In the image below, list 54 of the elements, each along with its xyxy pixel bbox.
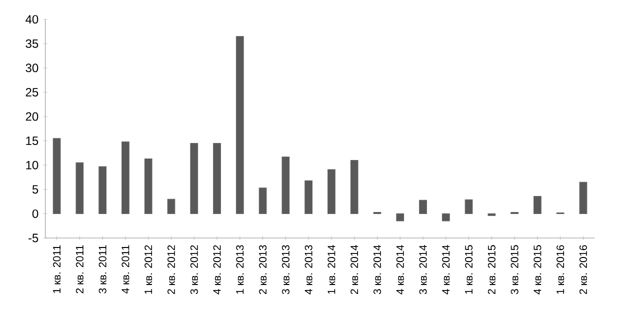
y-tick-label: 20: [26, 112, 38, 121]
bar: [76, 162, 84, 214]
x-tick-label: 3 кв. 2012: [190, 245, 198, 294]
x-tick-label: 1 кв. 2015: [465, 245, 473, 294]
bar: [144, 158, 152, 214]
y-tick-label: 40: [26, 15, 38, 24]
x-tick-label: 1 кв. 2012: [144, 245, 152, 294]
bar: [258, 188, 267, 214]
bar: [419, 200, 427, 214]
y-tick-label: 30: [26, 64, 38, 72]
x-tick-label: 2 кв. 2014: [350, 245, 358, 294]
x-tick-label: 3 кв. 2014: [373, 245, 382, 294]
x-tick-label: 3 кв. 2013: [282, 245, 290, 294]
y-tick-label: 5: [32, 185, 38, 194]
x-tick-label: 2 кв. 2011: [76, 245, 84, 294]
x-tick-label: 4 кв. 2015: [534, 245, 542, 294]
y-tick-label: 35: [26, 39, 38, 48]
x-tick-label: 4 кв. 2011: [122, 245, 130, 294]
x-tick-label: 1 кв. 2014: [328, 245, 336, 294]
bar: [122, 142, 130, 214]
y-tick-label: 25: [26, 88, 38, 96]
y-tick-label: -5: [28, 234, 38, 242]
x-tick-label: 1 кв. 2013: [236, 245, 244, 294]
x-tick-label: 2 кв. 2016: [579, 245, 588, 294]
bar: [98, 166, 106, 214]
bar: [236, 36, 244, 214]
x-tick-label: 1 кв. 2011: [53, 245, 61, 293]
x-tick-label: 4 кв. 2012: [213, 245, 221, 294]
bar: [350, 160, 358, 214]
x-tick-label: 4 кв. 2014: [442, 245, 450, 294]
x-tick-label: 2 кв. 2012: [167, 245, 176, 294]
y-tick-label: 0: [32, 209, 38, 218]
bar: [282, 156, 290, 214]
bar: [167, 198, 176, 214]
x-tick-label: 4 кв. 2014: [396, 245, 404, 294]
x-tick-label: 2 кв. 2013: [259, 245, 267, 294]
bar: [190, 142, 198, 214]
x-tick-label: 2 кв. 2015: [488, 245, 496, 294]
bar: [328, 169, 336, 214]
x-tick-label: 3 кв. 2015: [510, 245, 518, 294]
x-tick-label: 3 кв. 2011: [98, 245, 106, 294]
bar: [442, 213, 450, 222]
bar: [534, 196, 542, 214]
x-tick-label: 3 кв. 2014: [419, 245, 427, 294]
bar: [52, 138, 61, 214]
bar: [304, 180, 312, 214]
y-tick-label: 10: [26, 160, 38, 170]
y-tick-label: 15: [26, 136, 38, 146]
bar: [464, 199, 473, 214]
x-tick-label: 4 кв. 2013: [304, 245, 312, 294]
x-tick-label: 1 кв. 2016: [556, 245, 564, 294]
bar: [396, 213, 404, 222]
bar: [213, 142, 221, 214]
bar: [579, 182, 588, 214]
